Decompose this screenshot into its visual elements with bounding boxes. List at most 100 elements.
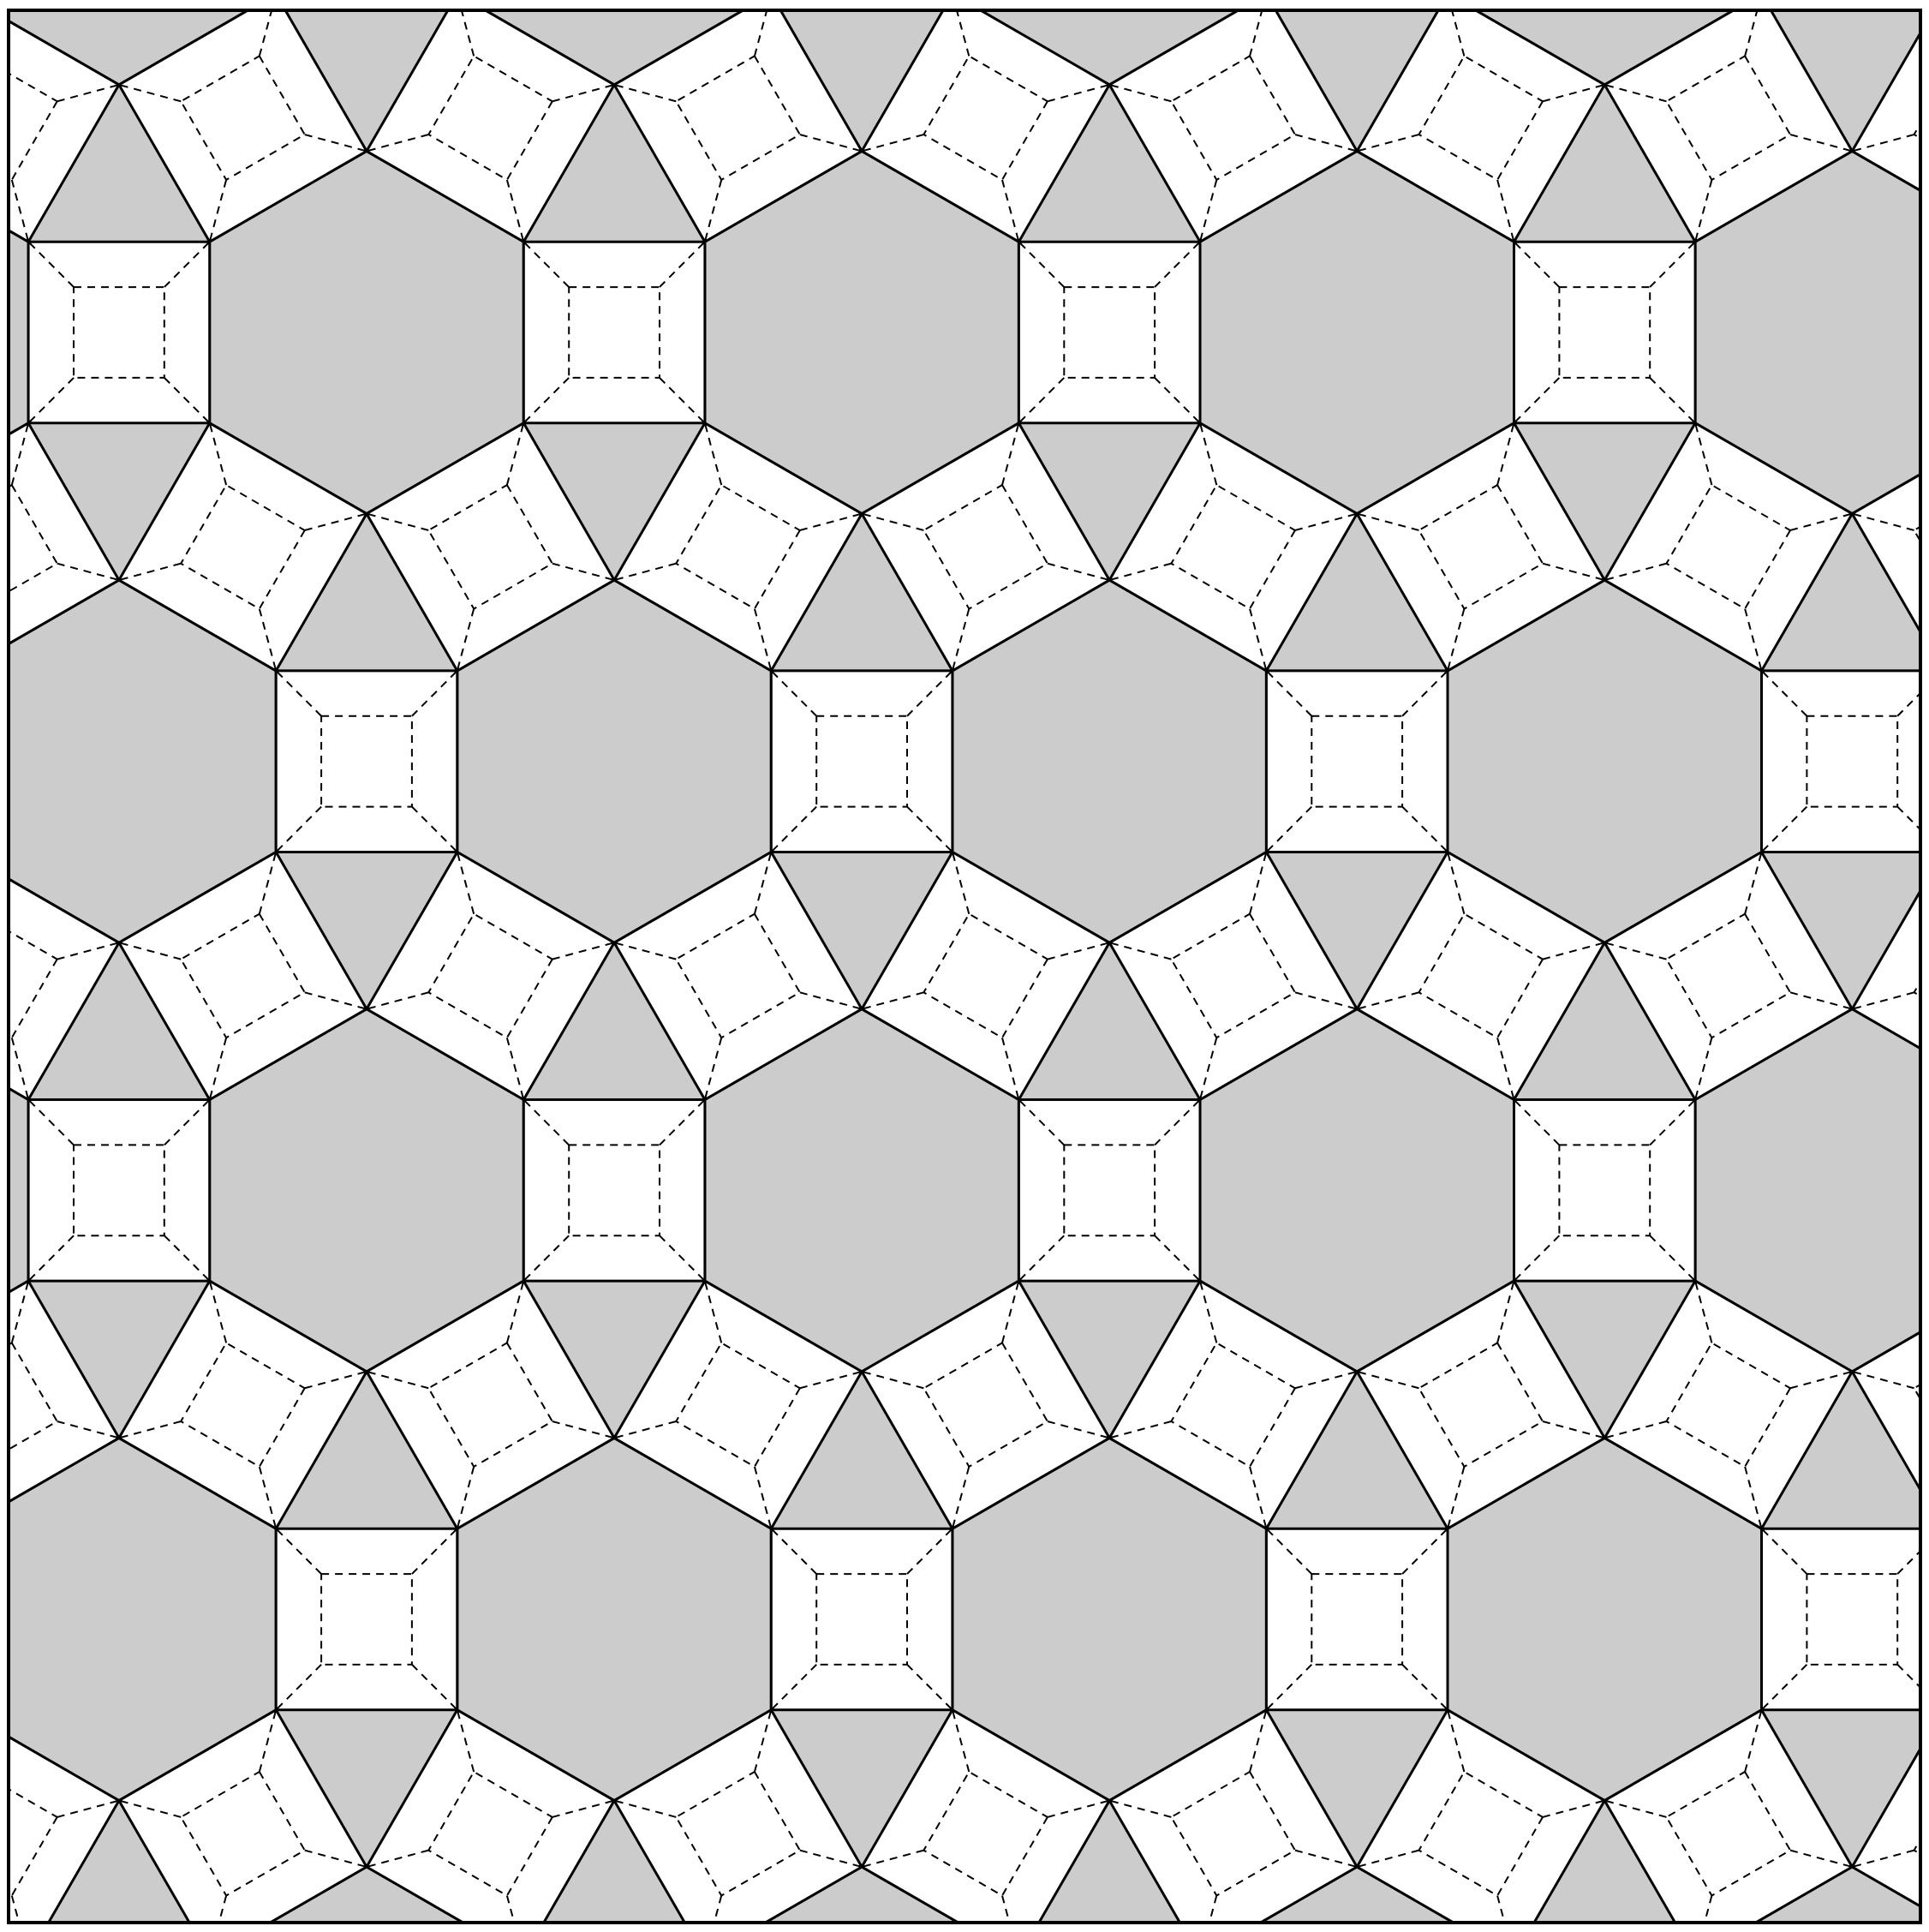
crease-square — [1665, 1770, 1792, 1897]
square — [9, 422, 121, 646]
square — [1108, 10, 1359, 243]
square — [274, 1527, 459, 1712]
crease-line — [1001, 1280, 1020, 1343]
crease-line — [1451, 10, 1466, 57]
crease-line — [1542, 83, 1605, 103]
crease-line — [906, 805, 953, 853]
crease-line — [523, 1098, 570, 1146]
square — [1355, 1279, 1606, 1530]
crease-line — [275, 805, 322, 853]
crease-line — [906, 1528, 953, 1575]
crease-line — [1249, 852, 1268, 914]
crease-line — [1604, 942, 1667, 960]
crease-line — [505, 179, 525, 242]
crease-line — [27, 377, 75, 424]
crease-line — [1496, 1037, 1515, 1100]
crease-line — [1744, 1466, 1763, 1529]
crease-line — [1789, 134, 1853, 153]
crease-line — [118, 1421, 182, 1439]
crease-line — [703, 1280, 723, 1343]
square — [769, 1527, 954, 1712]
square — [27, 1098, 212, 1283]
crease-line — [275, 670, 322, 717]
crease-line — [951, 852, 970, 914]
crease-line — [770, 1664, 817, 1711]
crease-line — [1018, 1098, 1065, 1146]
crease-line — [703, 1037, 723, 1100]
crease-line — [57, 942, 120, 960]
crease-line — [1401, 805, 1448, 853]
hexagon — [1257, 1865, 1456, 1923]
crease-line — [955, 10, 970, 57]
crease-line — [118, 562, 182, 582]
square — [1264, 1527, 1449, 1712]
crease-line — [411, 1664, 458, 1711]
crease-line — [456, 608, 475, 672]
square — [1760, 669, 1920, 853]
crease-line — [505, 1280, 525, 1343]
crease-line — [659, 1098, 706, 1146]
crease-square — [1170, 1770, 1297, 1897]
crease-line — [258, 852, 278, 914]
square — [860, 422, 1111, 673]
crease-line — [1294, 991, 1358, 1010]
crease-line — [552, 562, 615, 582]
crease-line — [1760, 1528, 1808, 1575]
crease-square — [674, 55, 802, 182]
crease-line — [366, 134, 429, 153]
crease-square — [73, 286, 165, 379]
crease-square — [9, 1788, 59, 1897]
square — [612, 1708, 863, 1923]
crease-square — [923, 1770, 1049, 1897]
crease-line — [10, 1280, 30, 1343]
square — [860, 1708, 1111, 1923]
crease-line — [799, 1370, 863, 1390]
crease-line — [1513, 241, 1561, 288]
crease-line — [1496, 1280, 1515, 1343]
crease-line — [505, 422, 525, 486]
crease-square — [1170, 912, 1297, 1039]
crease-line — [208, 422, 228, 486]
crease-line — [1249, 10, 1263, 57]
crease-line — [613, 1421, 677, 1439]
crease-line — [799, 991, 863, 1010]
crease-line — [208, 179, 228, 242]
crease-line — [1154, 241, 1201, 288]
crease-line — [1265, 805, 1313, 853]
crease-line — [164, 1235, 211, 1282]
square — [117, 422, 368, 673]
crease-square — [427, 1770, 554, 1897]
crease-line — [753, 608, 773, 672]
crease-line — [1604, 562, 1667, 582]
square — [365, 1708, 616, 1923]
crease-square — [9, 1342, 59, 1450]
square — [860, 1279, 1111, 1530]
crease-line — [460, 10, 475, 57]
crease-line — [1649, 377, 1696, 424]
crease-line — [10, 422, 30, 486]
crease-line — [366, 1849, 429, 1868]
hexagon — [762, 1865, 961, 1923]
crease-line — [703, 179, 723, 242]
crease-line — [505, 1037, 525, 1100]
square — [117, 1708, 368, 1923]
crease-line — [1198, 179, 1218, 242]
crease-line — [275, 1664, 322, 1711]
square — [1355, 10, 1606, 243]
crease-line — [1744, 10, 1759, 57]
square — [860, 10, 1111, 243]
crease-line — [1356, 991, 1419, 1010]
crease-square — [674, 1770, 802, 1897]
crease-square — [1418, 1770, 1544, 1897]
crease-line — [27, 1098, 75, 1146]
crease-line — [1294, 1849, 1358, 1868]
square — [860, 851, 1111, 1101]
frame — [7, 9, 1922, 1924]
crease-line — [1001, 422, 1020, 486]
crease-line — [304, 1370, 367, 1390]
crease-line — [411, 1528, 458, 1575]
crease-line — [1447, 608, 1466, 672]
